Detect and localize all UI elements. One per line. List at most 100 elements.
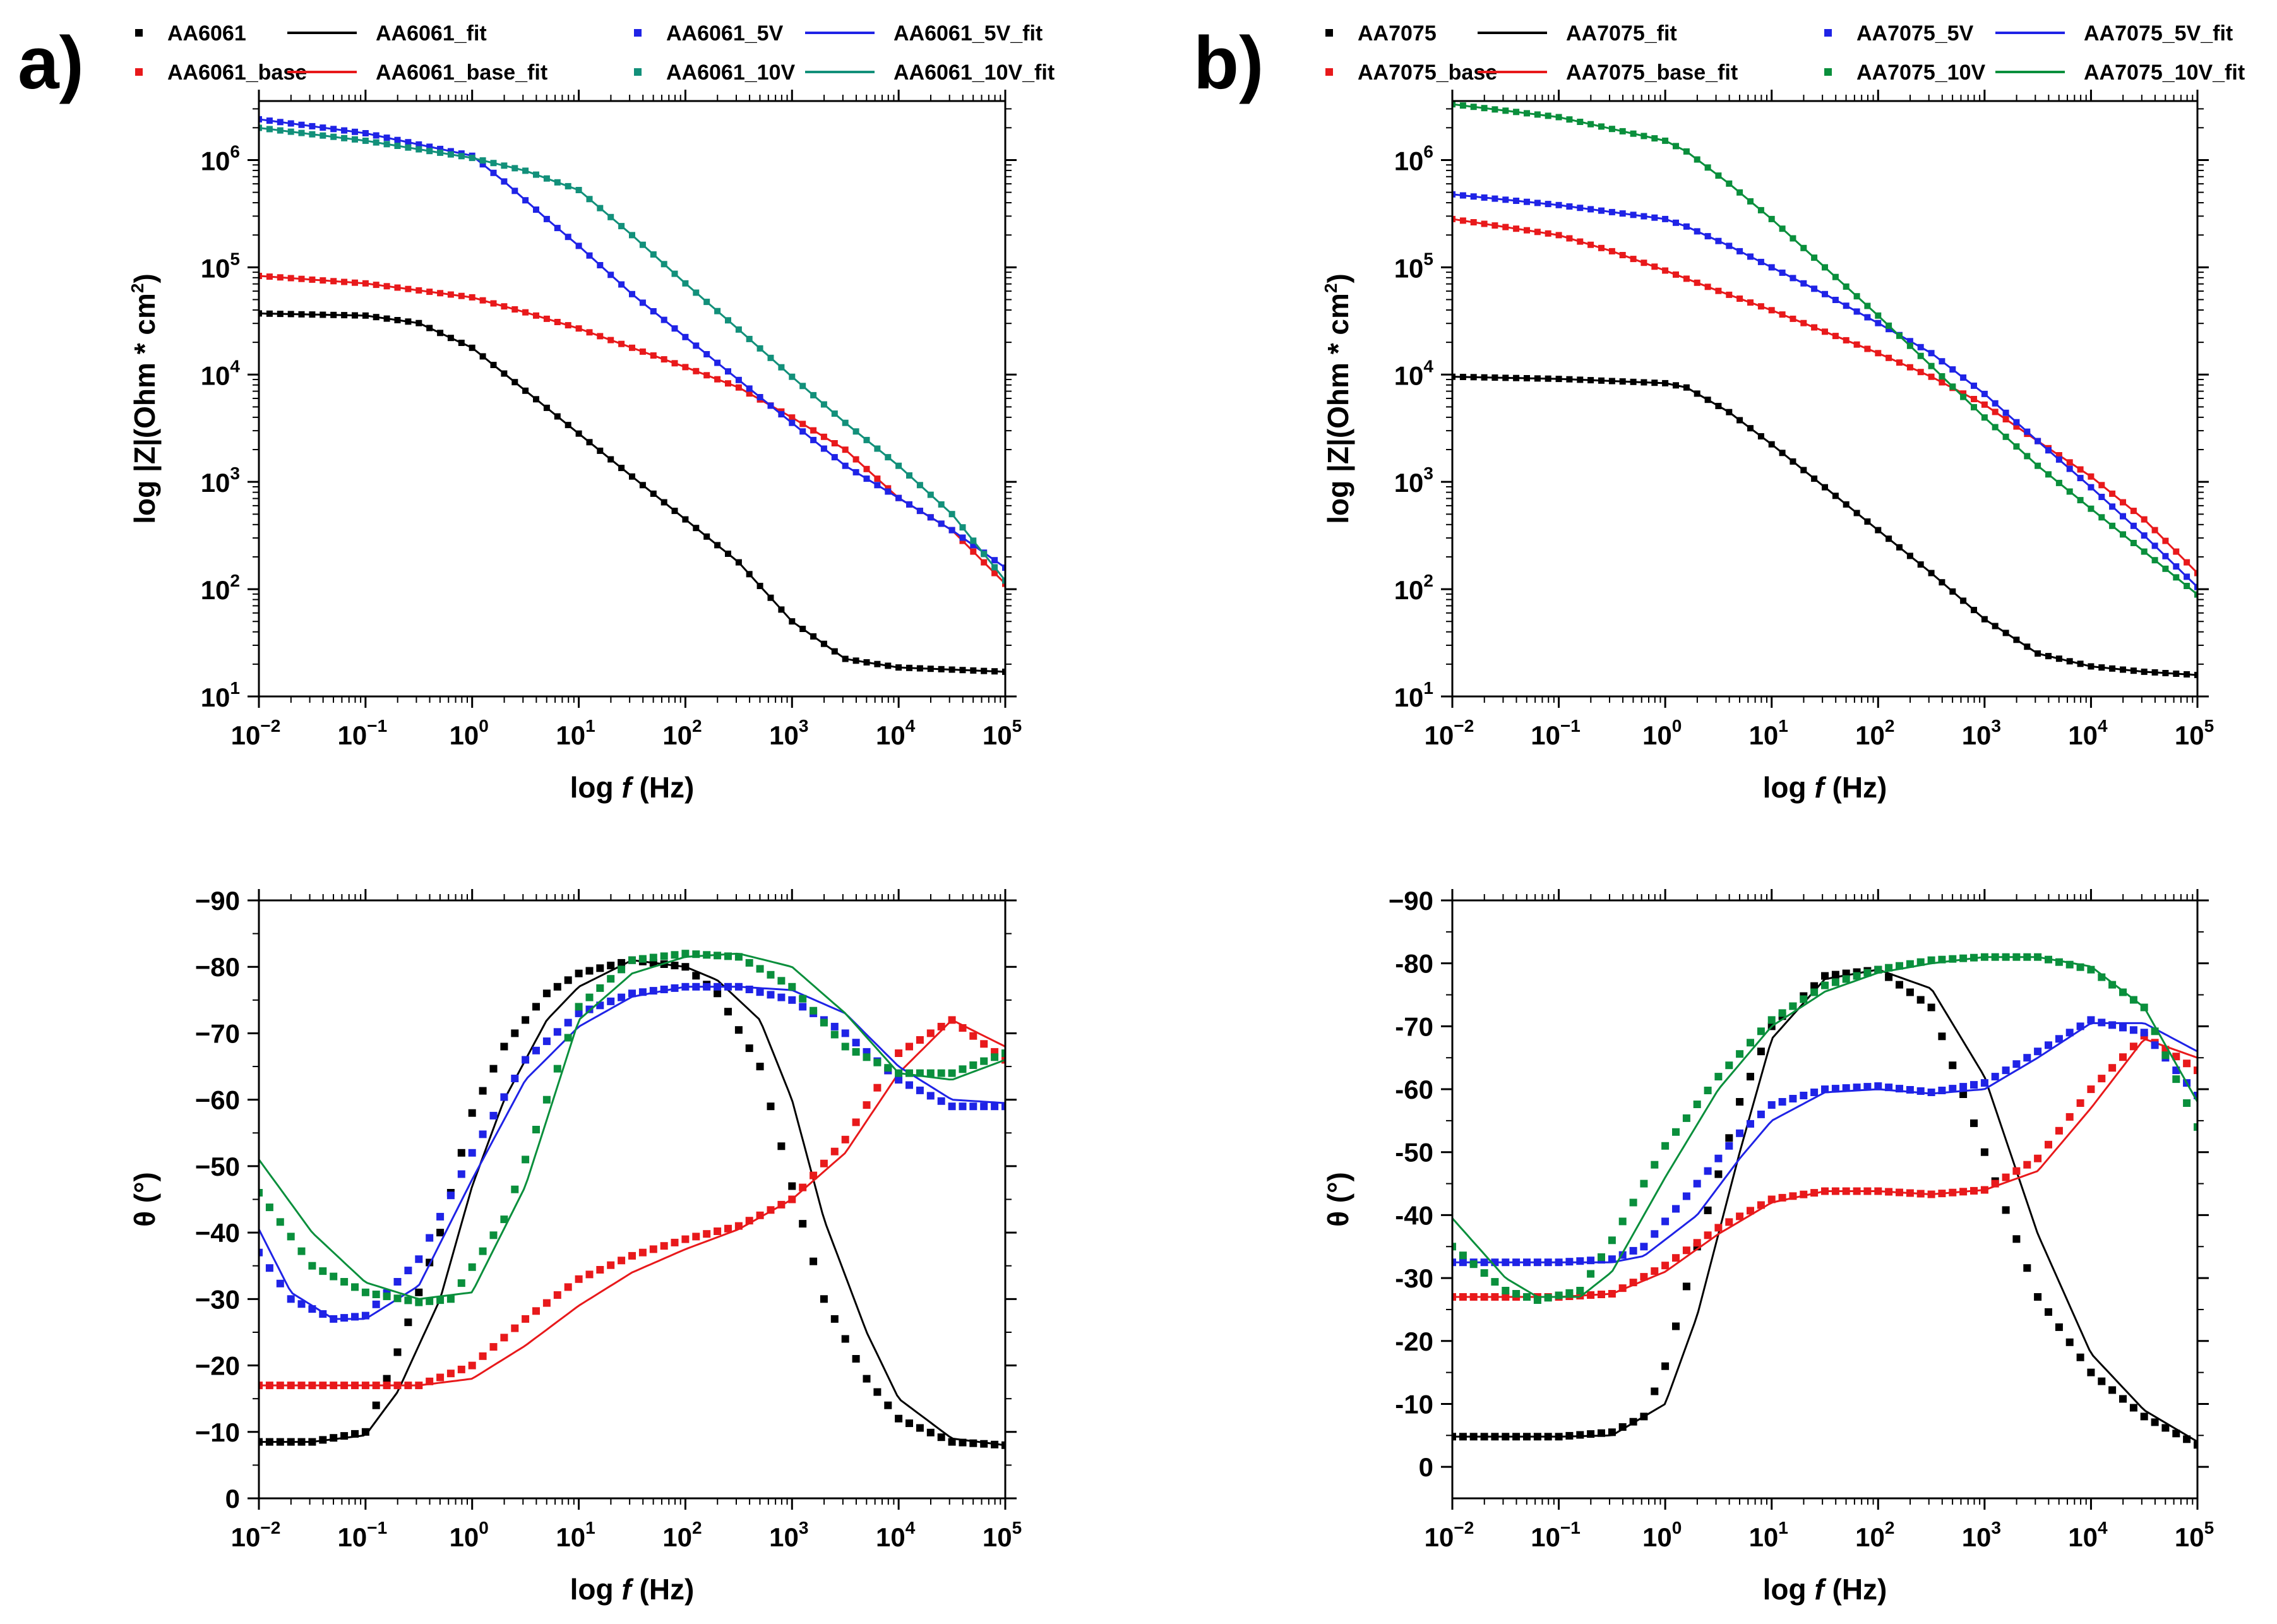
legend-entry-aa6061-5v-fit: AA6061_5V_fit — [805, 21, 1043, 45]
y-tick-label: 102 — [1394, 571, 1433, 605]
data-point — [596, 1266, 604, 1274]
data-point — [1534, 229, 1541, 236]
series-line — [259, 952, 1005, 1300]
data-point — [1682, 1192, 1690, 1200]
data-point — [373, 132, 380, 139]
data-point — [277, 311, 284, 318]
data-point — [259, 273, 262, 279]
data-point — [468, 1109, 476, 1117]
legend-label: AA6061_5V — [666, 21, 784, 45]
data-point — [1513, 198, 1520, 204]
series-aa6061-10v-fit — [259, 952, 1005, 1300]
data-point — [671, 360, 678, 367]
data-point — [383, 283, 390, 290]
data-point — [426, 1234, 434, 1242]
data-point — [714, 307, 721, 314]
data-point — [383, 141, 390, 148]
legend-label: AA6061_fit — [376, 21, 487, 45]
data-point — [1694, 156, 1700, 163]
data-point — [927, 491, 934, 498]
data-point — [682, 280, 689, 287]
data-point — [2066, 465, 2073, 472]
data-point — [938, 520, 945, 527]
data-point — [830, 1315, 839, 1323]
data-point — [479, 161, 486, 168]
x-tick-label: 105 — [2175, 1518, 2214, 1552]
data-point — [1789, 1002, 1797, 1010]
data-point — [2109, 665, 2116, 672]
data-point — [1886, 322, 1892, 329]
data-point — [2120, 666, 2126, 673]
data-point — [874, 475, 881, 482]
data-point — [916, 1424, 924, 1432]
data-point — [1672, 1205, 1680, 1213]
data-point — [458, 292, 465, 299]
y-tick-label: -80 — [1395, 949, 1433, 979]
data-point — [564, 1283, 572, 1291]
data-point — [1452, 215, 1455, 222]
data-point — [522, 1155, 530, 1164]
data-point — [1715, 172, 1722, 179]
plot-area — [259, 950, 1005, 1449]
data-point — [2184, 583, 2190, 589]
data-point — [1641, 213, 1647, 220]
data-point — [2055, 452, 2062, 458]
data-point — [1992, 400, 1999, 407]
y-tick-label: -30 — [1395, 1263, 1433, 1293]
data-point — [1587, 241, 1594, 248]
data-point — [703, 372, 710, 379]
x-tick-label: 10−2 — [1425, 716, 1474, 750]
data-point — [479, 1087, 487, 1095]
data-point — [351, 1283, 359, 1291]
data-point — [969, 1061, 977, 1069]
data-point — [1651, 1161, 1659, 1169]
data-point — [259, 116, 262, 122]
data-point — [565, 422, 571, 429]
data-point — [650, 352, 657, 359]
data-point — [532, 1003, 540, 1011]
data-point — [1832, 297, 1839, 303]
data-point — [1790, 315, 1796, 322]
data-point — [725, 368, 731, 375]
data-point — [490, 362, 497, 368]
data-point — [660, 499, 667, 506]
data-point — [511, 1324, 519, 1332]
data-point — [895, 1076, 903, 1084]
data-point — [767, 594, 774, 601]
data-point — [841, 1042, 849, 1051]
data-point — [415, 146, 422, 153]
legend-label: AA6061_base — [167, 61, 307, 85]
data-point — [308, 1262, 316, 1270]
data-point — [1619, 378, 1626, 385]
data-point — [810, 427, 817, 434]
data-point — [820, 640, 827, 647]
data-point — [1640, 1243, 1648, 1251]
data-point — [1928, 350, 1935, 357]
data-point — [2162, 565, 2169, 572]
data-point — [265, 1264, 273, 1272]
data-point — [1874, 1082, 1882, 1090]
x-tick-label: 10−1 — [1531, 1518, 1581, 1552]
x-tick-label: 103 — [769, 1518, 808, 1552]
data-point — [1683, 223, 1690, 230]
data-point — [394, 284, 401, 291]
data-point — [1491, 374, 1498, 381]
x-tick-label: 103 — [1962, 1518, 2001, 1552]
data-point — [1725, 1218, 1733, 1226]
data-point — [1980, 1079, 1988, 1087]
data-point — [1673, 382, 1679, 389]
data-point — [372, 1291, 380, 1298]
data-point — [1767, 1101, 1776, 1109]
data-point — [885, 454, 892, 461]
data-point — [852, 469, 859, 475]
data-point — [500, 1093, 508, 1101]
data-point — [1927, 956, 1935, 964]
data-point — [2194, 1441, 2197, 1449]
x-tick-label: 10−1 — [338, 716, 388, 750]
y-tick-label: 102 — [201, 571, 240, 605]
data-point — [404, 1296, 412, 1305]
data-point — [1576, 1257, 1584, 1265]
data-point — [820, 401, 827, 408]
series-aa6061-5v — [259, 116, 1005, 571]
data-point — [1832, 493, 1839, 499]
